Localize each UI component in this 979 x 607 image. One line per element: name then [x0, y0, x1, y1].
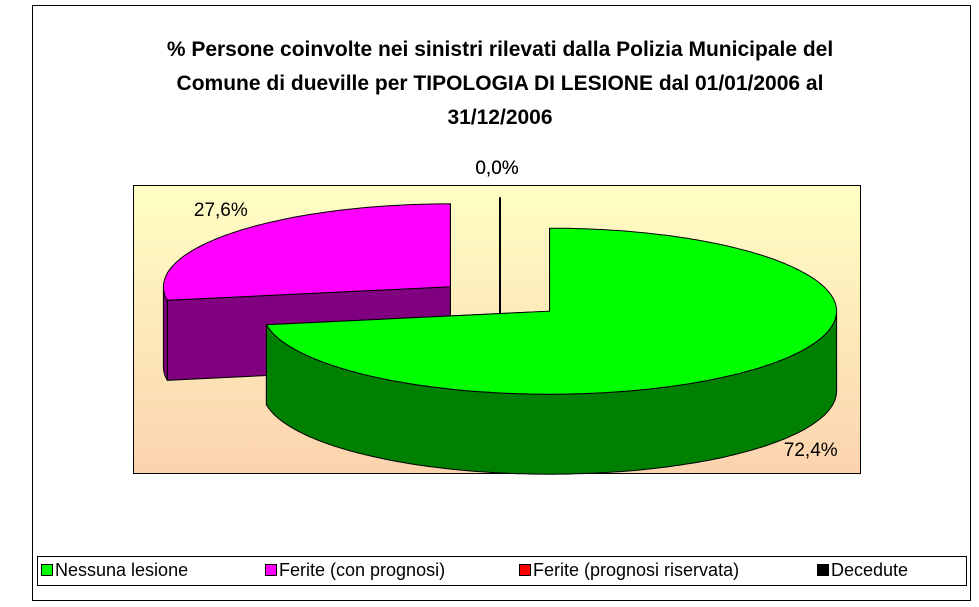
chart-title: % Persone coinvolte nei sinistri rilevat… [166, 38, 834, 129]
labels: 72,4%27,6%0,0%0,0% [194, 158, 838, 461]
data-label: 72,4% [784, 440, 838, 461]
slice-side [162, 286, 168, 381]
pie-slice [265, 227, 838, 475]
data-label: 27,6% [194, 200, 248, 221]
legend-items: Nessuna lesione Ferite (con prognosi) Feri… [41, 560, 908, 580]
slice-top [265, 227, 838, 395]
data-label: 0,0% [475, 158, 518, 179]
legend-label: Ferite (prognosi riservata) [533, 560, 739, 580]
legend-swatch [519, 564, 531, 576]
pie [162, 197, 838, 475]
legend-label: Ferite (con prognosi) [279, 560, 445, 580]
data-label: 0,0% [475, 158, 518, 179]
legend-label: Nessuna lesione [55, 560, 188, 580]
legend-swatch [265, 564, 277, 576]
legend-swatch [817, 564, 829, 576]
legend [37, 556, 967, 586]
slice-top [162, 203, 451, 301]
legend-swatch [41, 564, 53, 576]
legend-label: Decedute [831, 560, 908, 580]
